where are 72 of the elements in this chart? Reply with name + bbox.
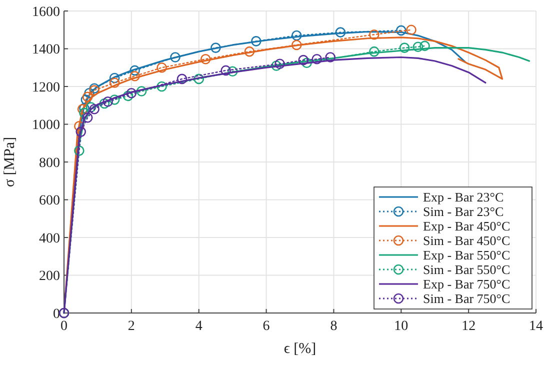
- x-tick-label: 12: [462, 319, 476, 334]
- y-tick-label: 1600: [32, 4, 60, 20]
- point: [156, 81, 167, 92]
- point: [109, 94, 120, 105]
- point: [126, 88, 137, 98]
- point: [302, 58, 312, 68]
- point: [130, 70, 140, 82]
- point: [251, 36, 262, 46]
- point: [399, 42, 410, 53]
- y-axis-title: σ [MPa]: [2, 136, 18, 188]
- point: [130, 65, 140, 76]
- legend-label: Exp - Bar 750°C: [423, 276, 510, 292]
- x-tick-label: 8: [330, 319, 338, 334]
- point: [99, 98, 110, 109]
- y-tick-label: 1400: [32, 42, 60, 58]
- y-tick-label: 800: [39, 156, 60, 171]
- point: [420, 40, 430, 52]
- y-tick-label: 600: [39, 194, 60, 209]
- point: [170, 52, 180, 62]
- point: [220, 65, 231, 76]
- y-tick-label: 200: [39, 269, 60, 284]
- point: [396, 25, 406, 36]
- point: [82, 112, 93, 123]
- point: [76, 126, 86, 137]
- point: [200, 54, 211, 64]
- point: [412, 42, 424, 52]
- point: [369, 46, 380, 57]
- point: [291, 40, 302, 50]
- x-tick-label: 6: [262, 319, 270, 334]
- legend-label: Sim - Bar 450°C: [423, 233, 510, 248]
- x-axis-title: ϵ [%]: [284, 341, 316, 357]
- point: [79, 108, 90, 118]
- point: [176, 74, 188, 84]
- point: [298, 54, 309, 66]
- point: [369, 29, 380, 40]
- x-tick-label: 14: [529, 319, 543, 334]
- point: [109, 78, 120, 88]
- point: [156, 62, 167, 73]
- point: [325, 52, 336, 62]
- x-tick-label: 2: [128, 319, 135, 334]
- point: [74, 146, 84, 156]
- point: [84, 88, 94, 98]
- legend-label: Exp - Bar 550°C: [423, 248, 510, 263]
- legend-label: Exp - Bar 450°C: [423, 218, 510, 234]
- point: [102, 96, 113, 107]
- point: [82, 92, 93, 102]
- point: [210, 42, 221, 53]
- point: [291, 30, 302, 41]
- y-tick-label: 1000: [32, 118, 60, 134]
- legend-label: Exp - Bar 23°C: [423, 190, 504, 205]
- legend-label: Sim - Bar 23°C: [423, 204, 504, 220]
- point: [274, 58, 285, 69]
- point: [89, 104, 100, 114]
- point: [335, 27, 346, 38]
- point: [136, 86, 147, 96]
- point: [80, 94, 92, 105]
- point: [194, 74, 204, 84]
- point: [122, 90, 134, 102]
- point: [271, 60, 282, 71]
- point: [244, 46, 255, 57]
- point: [109, 72, 120, 84]
- y-tick-label: 400: [39, 231, 60, 246]
- x-tick-label: 4: [195, 319, 202, 334]
- point: [74, 120, 84, 132]
- point: [86, 102, 96, 112]
- y-tick-label: 1200: [32, 80, 60, 96]
- legend-label: Sim - Bar 750°C: [423, 291, 510, 306]
- point: [312, 54, 322, 64]
- x-tick-label: 10: [394, 319, 408, 334]
- point: [227, 66, 238, 77]
- point: [406, 24, 416, 36]
- legend-label: Sim - Bar 550°C: [423, 262, 510, 278]
